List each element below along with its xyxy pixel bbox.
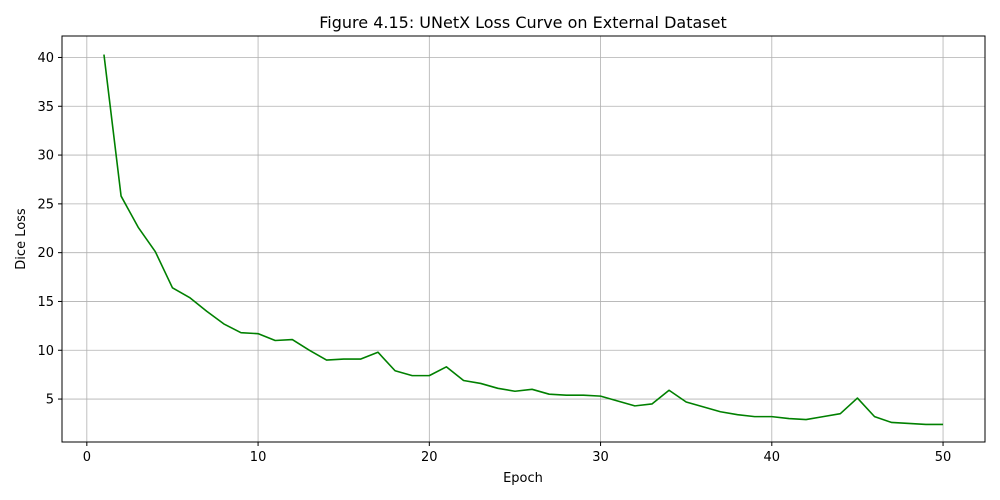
y-tick-label: 30 [37,149,54,164]
x-tick-label: 30 [592,450,609,465]
y-axis: 5 10 15 20 25 30 35 40 [37,51,62,408]
y-tick-label: 10 [37,344,54,359]
y-tick-label: 5 [46,393,54,408]
x-tick-label: 10 [250,450,267,465]
plot-frame [61,35,986,443]
chart-title: Figure 4.15: UNetX Loss Curve on Externa… [319,13,727,32]
y-tick-label: 25 [37,197,54,212]
y-tick-label: 40 [37,51,54,66]
y-tick-label: 15 [37,295,54,310]
y-tick-label: 35 [37,100,54,115]
x-axis: 0 10 20 30 40 50 [83,442,952,465]
x-tick-label: 20 [421,450,438,465]
y-axis-label: Dice Loss [14,208,29,270]
grid [62,36,985,442]
x-tick-label: 0 [83,450,91,465]
x-tick-label: 50 [935,450,952,465]
series-line [103,54,944,426]
y-tick-label: 20 [37,246,54,261]
x-axis-label: Epoch [503,471,543,486]
series-layer [103,54,944,426]
x-tick-label: 40 [764,450,781,465]
